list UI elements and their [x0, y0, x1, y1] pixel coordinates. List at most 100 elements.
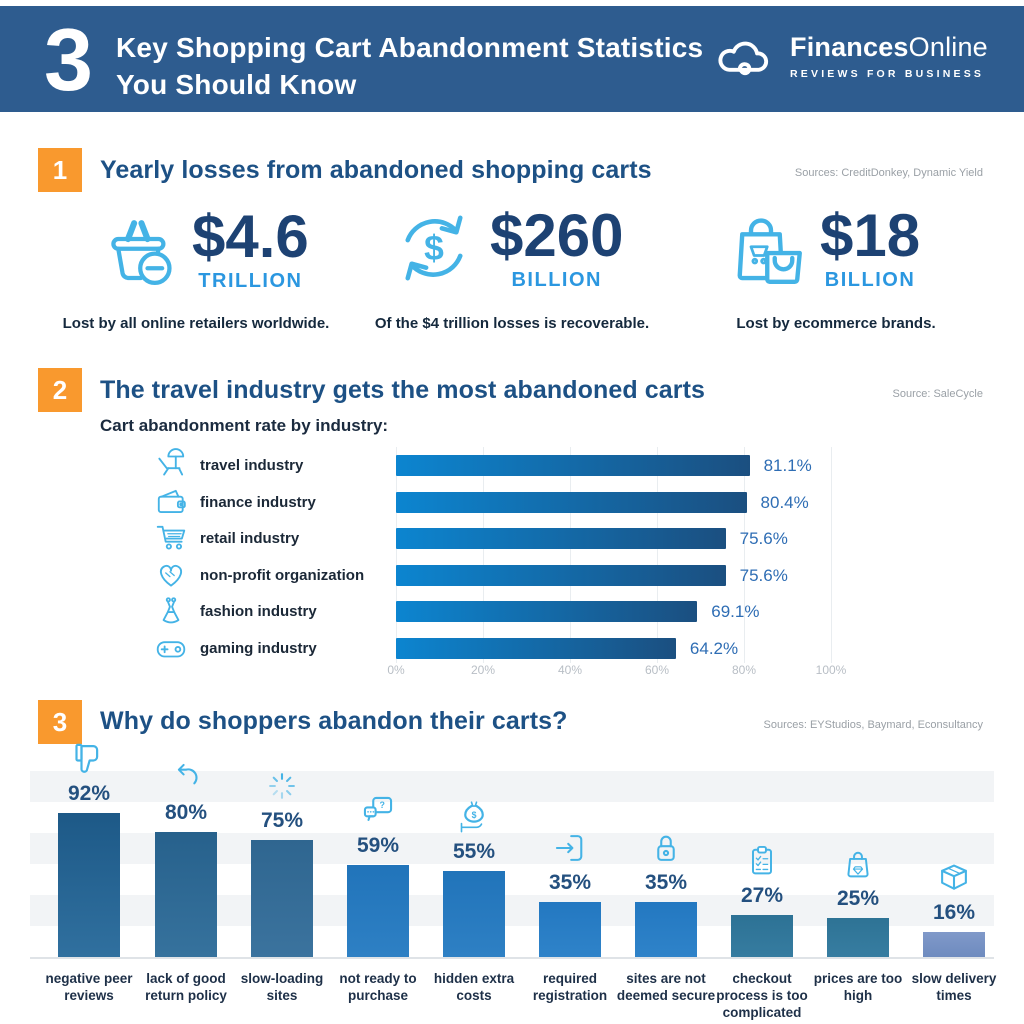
brand-tagline: REVIEWS FOR BUSINESS [790, 68, 985, 80]
chart-col-complicated-checkout: 27% [714, 842, 810, 957]
stat-value: $4.6 [192, 203, 309, 270]
bar-label: slow-loading sites [240, 971, 324, 1003]
bar [396, 528, 726, 549]
chart-row-fashion: fashion industry 69.1% [0, 596, 1024, 628]
chart-row-retail: retail industry 75.6% [0, 523, 1024, 555]
section3-sources: Sources: EYStudios, Baymard, Econsultanc… [763, 719, 984, 731]
package-icon [941, 864, 967, 890]
bar-value: 59% [356, 833, 400, 857]
price-bag-icon [847, 851, 869, 878]
x-tick: 40% [557, 663, 583, 677]
padlock-icon [657, 836, 675, 862]
chart-row-gaming: gaming industry 64.2% [0, 633, 1024, 665]
bar-value: 75% [260, 809, 304, 832]
bar-label: finance industry [200, 494, 316, 511]
brand-name-regular: Online [908, 32, 988, 62]
chart-row-travel: travel industry 81.1% [0, 448, 1024, 482]
stat-unit: BILLION [824, 268, 916, 291]
stat-unit: BILLION [511, 268, 602, 291]
chart-col-return-policy: 80% [138, 759, 234, 957]
svg-text:$: $ [424, 228, 444, 268]
bar-label: slow delivery times [911, 971, 997, 1003]
bar-label: lack of good return policy [145, 971, 227, 1003]
section1-sources: Sources: CreditDonkey, Dynamic Yield [794, 167, 983, 179]
bar [347, 864, 409, 957]
dress-icon [162, 597, 180, 624]
section2-title: The travel industry gets the most abando… [100, 376, 706, 404]
bar-label: non-profit organization [200, 567, 365, 584]
chart2-subtitle: Cart abandonment rate by industry: [100, 416, 389, 435]
handshake-icon [159, 564, 183, 587]
chart-col-not-secure: 35% [618, 829, 714, 957]
stat-caption: Lost by ecommerce brands. [736, 315, 936, 332]
bar-label: prices are too high [813, 971, 903, 1003]
bar-value: 81.1% [763, 456, 812, 475]
section3-title: Why do shoppers abandon their carts? [100, 707, 568, 735]
bar [58, 813, 120, 957]
stat-trillion-lost: $4.6 TRILLION [100, 206, 309, 293]
bar-label: not ready to purchase [339, 971, 417, 1003]
chart-col-not-ready: ? 59% [330, 792, 426, 957]
money-bag-hand-icon: $ [460, 801, 484, 833]
svg-text:$: $ [472, 810, 477, 820]
section2-badge: 2 [38, 368, 82, 412]
bar-value: 75.6% [739, 566, 788, 585]
chart-col-negative-reviews: 92% [41, 738, 137, 957]
page-title-line1: Key Shopping Cart Abandonment Statistics [116, 32, 704, 63]
bar-value: 92% [67, 782, 111, 806]
bar-label: hidden extra costs [433, 971, 515, 1003]
bar [396, 492, 747, 513]
section3-badge: 3 [38, 700, 82, 744]
x-tick: 60% [644, 663, 670, 677]
bar [396, 638, 676, 659]
chart-row-nonprofit: non-profit organization 75.6% [0, 560, 1024, 592]
chart-col-high-prices: 25% [810, 845, 906, 957]
money-sync-icon: $ [405, 215, 463, 281]
bar-value: 27% [740, 883, 784, 907]
chart-col-hidden-costs: $ 55% [426, 796, 522, 957]
stat-caption: Lost by all online retailers worldwide. [62, 315, 330, 332]
bar [396, 601, 698, 622]
bar-label: retail industry [200, 530, 300, 547]
brand-name-bold: Finances [790, 32, 909, 62]
thumbs-down-icon [75, 744, 99, 774]
bar-value: 69.1% [711, 602, 760, 621]
bar-label: fashion industry [200, 603, 317, 620]
chart-col-slow-sites: 75% [234, 767, 330, 957]
x-tick: 80% [731, 663, 757, 677]
bar-label: gaming industry [200, 640, 317, 657]
bar-value: 80% [164, 801, 208, 825]
bar [827, 918, 889, 957]
bar-value: 75.6% [739, 529, 788, 548]
svg-text:?: ? [379, 800, 384, 810]
stat-recoverable: $ $260 BILLION [392, 204, 623, 292]
loading-spinner-icon [269, 773, 295, 799]
bar-label: required registration [532, 971, 608, 1003]
shopping-bags-icon [737, 218, 802, 284]
page-title: Key Shopping Cart Abandonment Statistics… [116, 29, 703, 103]
login-icon [555, 835, 583, 862]
section1-title: Yearly losses from abandoned shopping ca… [100, 156, 652, 184]
bar [155, 832, 217, 957]
chart-col-slow-delivery: 16% [906, 859, 1002, 957]
bar-value: 55% [452, 840, 496, 864]
stat-unit: TRILLION [198, 270, 303, 292]
bar [251, 840, 313, 957]
chart2-x-axis: 0% 20% 40% 60% 80% 100% [0, 663, 1024, 679]
x-tick: 100% [815, 663, 847, 677]
bar-label: sites are not deemed secure [616, 971, 716, 1003]
page-title-line2: You Should Know [116, 69, 357, 100]
cloud-logo-icon [718, 41, 769, 76]
bar [923, 932, 985, 957]
x-tick: 20% [470, 663, 496, 677]
bar [396, 565, 726, 586]
bar [539, 902, 601, 957]
stat-number-block: $18 BILLION [820, 201, 921, 292]
bar-value: 16% [932, 901, 976, 925]
chart3-plot-area: 92% 80% 75% [30, 744, 994, 959]
chart-row-finance: finance industry 80.4% [0, 487, 1024, 519]
bar [635, 902, 697, 957]
section1-badge: 1 [38, 148, 82, 192]
bar-label: negative peer reviews [45, 971, 133, 1003]
stat-value: $18 [820, 201, 921, 269]
